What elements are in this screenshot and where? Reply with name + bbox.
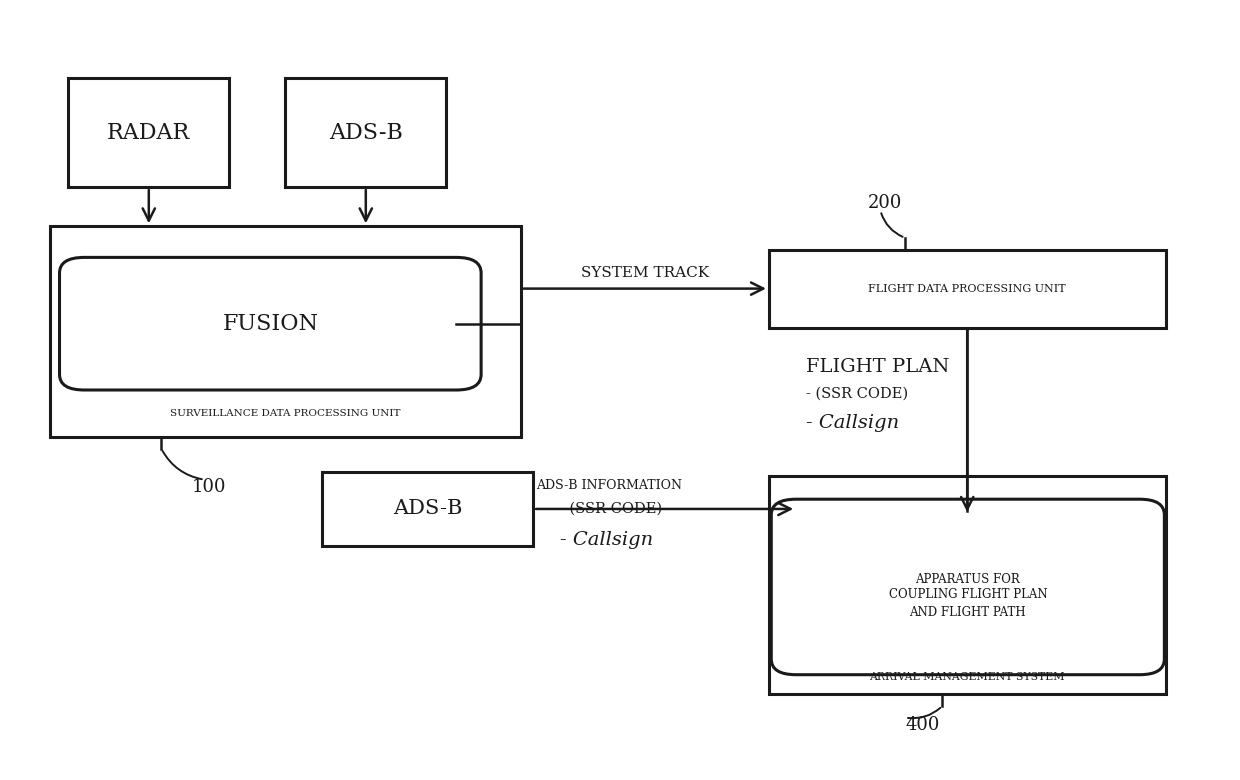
- FancyBboxPatch shape: [771, 499, 1164, 675]
- Text: ADS-B: ADS-B: [329, 122, 403, 144]
- FancyBboxPatch shape: [60, 257, 481, 390]
- Text: 200: 200: [868, 193, 903, 212]
- Text: FLIGHT PLAN: FLIGHT PLAN: [806, 357, 950, 376]
- Text: AND FLIGHT PATH: AND FLIGHT PATH: [909, 606, 1027, 619]
- Text: - Callsign: - Callsign: [560, 530, 653, 549]
- Text: - (SSR CODE): - (SSR CODE): [560, 502, 662, 516]
- Text: ADS-B INFORMATION: ADS-B INFORMATION: [536, 479, 682, 491]
- Text: COUPLING FLIGHT PLAN: COUPLING FLIGHT PLAN: [889, 588, 1047, 601]
- Text: RADAR: RADAR: [107, 122, 191, 144]
- Bar: [68, 78, 229, 187]
- Text: ADS-B: ADS-B: [393, 499, 463, 519]
- Bar: [50, 226, 521, 437]
- Bar: [769, 476, 1166, 694]
- Bar: [285, 78, 446, 187]
- Text: ARRIVAL MANAGEMENT SYSTEM: ARRIVAL MANAGEMENT SYSTEM: [869, 672, 1065, 682]
- Bar: [322, 472, 533, 546]
- Text: 100: 100: [192, 478, 227, 497]
- Text: - (SSR CODE): - (SSR CODE): [806, 387, 908, 401]
- Text: APPARATUS FOR: APPARATUS FOR: [915, 573, 1021, 586]
- Text: SURVEILLANCE DATA PROCESSING UNIT: SURVEILLANCE DATA PROCESSING UNIT: [170, 409, 401, 418]
- Text: FLIGHT DATA PROCESSING UNIT: FLIGHT DATA PROCESSING UNIT: [868, 284, 1066, 293]
- Text: 400: 400: [905, 716, 940, 735]
- Text: SYSTEM TRACK: SYSTEM TRACK: [580, 266, 709, 280]
- Text: FUSION: FUSION: [222, 313, 319, 335]
- Bar: [769, 250, 1166, 328]
- Text: - Callsign: - Callsign: [806, 413, 899, 432]
